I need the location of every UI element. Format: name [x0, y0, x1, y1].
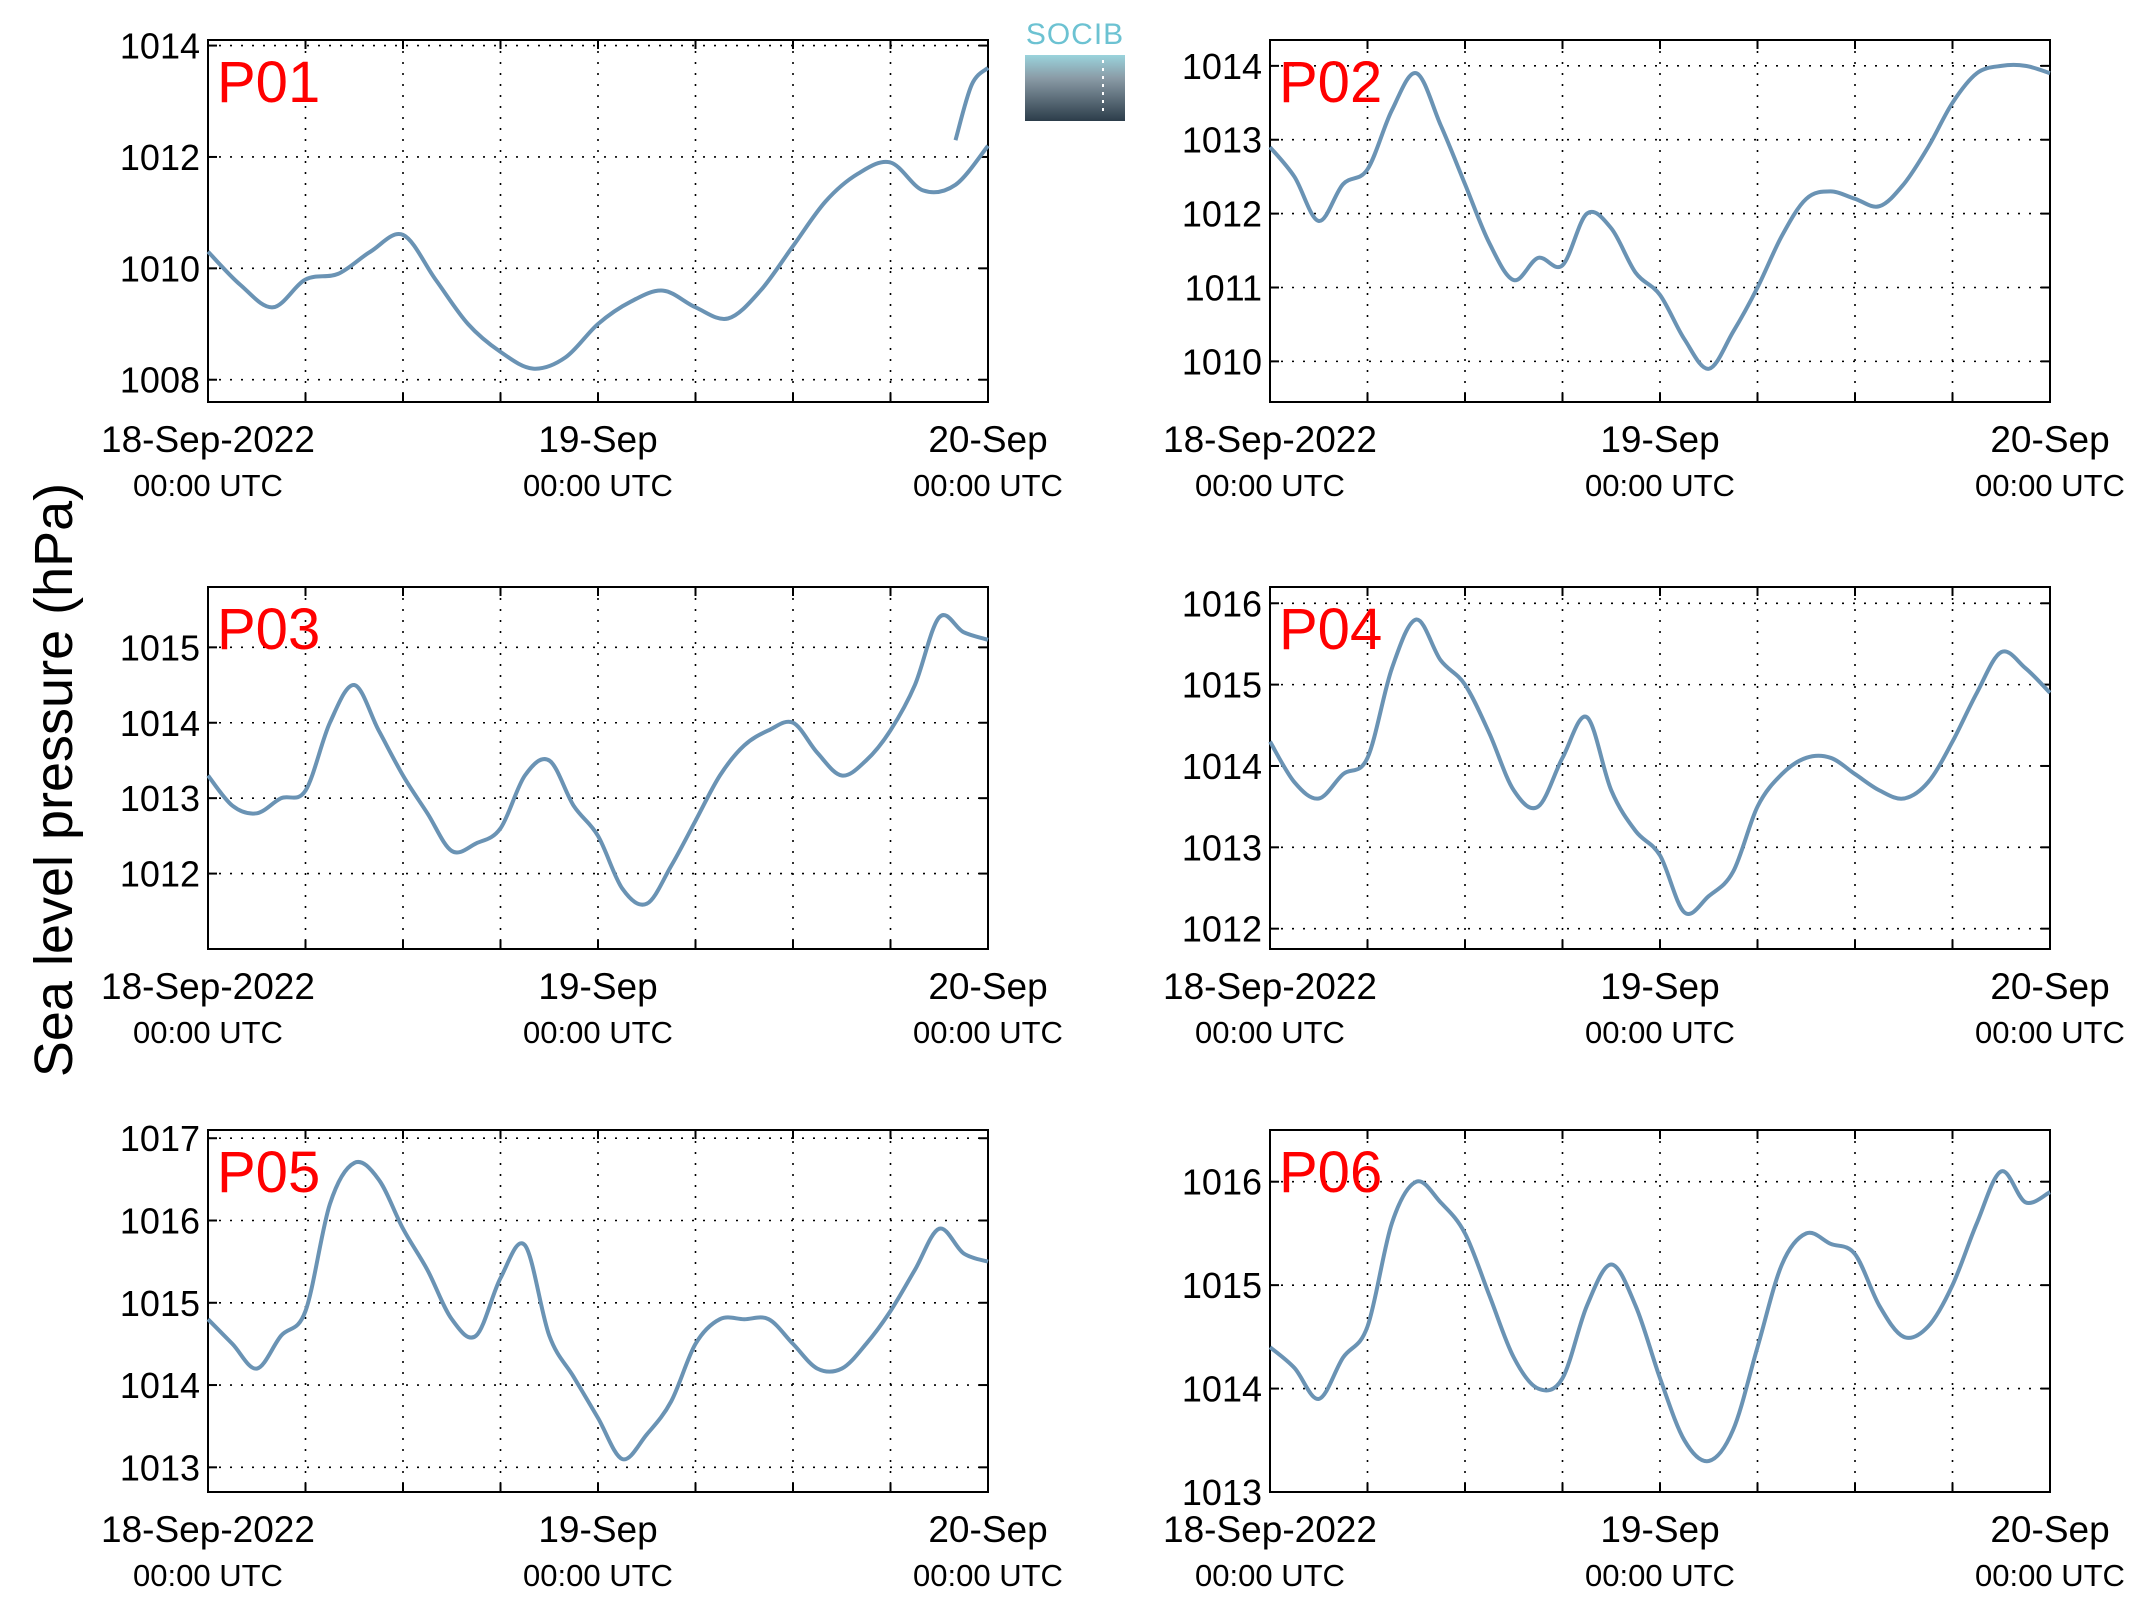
panel-label: P04 — [1279, 597, 1382, 662]
x-tick-label: 18-Sep-2022 — [1163, 966, 1377, 1007]
x-tick-label: 20-Sep — [1990, 966, 2109, 1007]
series-line — [953, 66, 990, 141]
panel-label: P03 — [217, 597, 320, 662]
panel-label: P02 — [1279, 50, 1382, 115]
y-tick-label: 1008 — [120, 360, 200, 401]
panel-p02: 1010 1011 1012 1013 1014 18-Sep-2022 00:00 UTC… — [1163, 39, 2125, 503]
x-tick-label: 18-Sep-2022 — [101, 966, 315, 1007]
x-tick-label: 20-Sep — [928, 1509, 1047, 1550]
x-tick-sublabel: 00:00 UTC — [1195, 1015, 1345, 1050]
series-line — [206, 144, 990, 371]
y-tick-label: 1012 — [120, 854, 200, 895]
y-tick-label: 1014 — [120, 703, 200, 744]
y-tick-label: 1015 — [120, 627, 200, 668]
y-tick-label: 1016 — [1182, 583, 1262, 624]
axes-box — [207, 586, 989, 950]
x-tick-label: 19-Sep — [538, 419, 657, 460]
x-tick-sublabel: 00:00 UTC — [1975, 1015, 2125, 1050]
y-tick-label: 1016 — [120, 1201, 200, 1242]
x-tick-label: 19-Sep — [1600, 966, 1719, 1007]
series-line — [1268, 62, 2051, 371]
y-tick-label: 1014 — [120, 1365, 200, 1406]
logo-box — [1025, 55, 1125, 121]
y-tick-label: 1012 — [1182, 909, 1262, 950]
x-tick-sublabel: 00:00 UTC — [1585, 468, 1735, 503]
y-tick-label: 1012 — [1182, 194, 1262, 235]
x-tick-label: 18-Sep-2022 — [1163, 419, 1377, 460]
panel-p06: 1013 1014 1015 1016 18-Sep-2022 00:00 UTC 19-S… — [1163, 1129, 2125, 1593]
y-tick-label: 1014 — [1182, 746, 1262, 787]
panel-p04: 1012 1013 1014 1015 1016 18-Sep-2022 00:00 UTC… — [1163, 583, 2125, 1050]
y-tick-label: 1017 — [120, 1118, 200, 1159]
logo-text: SOCIB — [1026, 18, 1124, 51]
x-tick-sublabel: 00:00 UTC — [133, 1558, 283, 1593]
axes-box — [207, 39, 989, 403]
socib-logo: SOCIB — [1025, 18, 1125, 121]
x-tick-label: 18-Sep-2022 — [101, 419, 315, 460]
x-tick-sublabel: 00:00 UTC — [523, 468, 673, 503]
x-tick-sublabel: 00:00 UTC — [913, 468, 1063, 503]
x-tick-sublabel: 00:00 UTC — [133, 468, 283, 503]
y-tick-label: 1013 — [1182, 827, 1262, 868]
y-tick-label: 1013 — [120, 1447, 200, 1488]
y-tick-label: 1015 — [1182, 1265, 1262, 1306]
x-tick-label: 20-Sep — [928, 966, 1047, 1007]
x-tick-label: 20-Sep — [1990, 419, 2109, 460]
series-line — [1268, 617, 2052, 916]
y-tick-label: 1014 — [1182, 46, 1262, 87]
x-tick-sublabel: 00:00 UTC — [1975, 1558, 2125, 1593]
y-tick-label: 1014 — [120, 26, 200, 67]
y-tick-label: 1013 — [1182, 1472, 1262, 1513]
x-tick-sublabel: 00:00 UTC — [1195, 468, 1345, 503]
x-tick-label: 20-Sep — [928, 419, 1047, 460]
y-tick-label: 1014 — [1182, 1369, 1262, 1410]
panels: 1008 1010 1012 1014 18-Sep-2022 00:00 UTC 19-S… — [101, 26, 2125, 1593]
panel-label: P05 — [217, 1140, 320, 1205]
x-tick-label: 18-Sep-2022 — [1163, 1509, 1377, 1550]
axes-box — [1269, 1129, 2051, 1493]
axes-box — [1269, 586, 2051, 950]
x-tick-label: 19-Sep — [1600, 1509, 1719, 1550]
y-axis-label: Sea level pressure (hPa) — [24, 483, 84, 1077]
panel-p01: 1008 1010 1012 1014 18-Sep-2022 00:00 UTC 19-S… — [101, 26, 1063, 503]
series-line — [1268, 1169, 2051, 1464]
y-tick-label: 1010 — [1182, 341, 1262, 382]
y-tick-label: 1011 — [1185, 267, 1262, 308]
panel-p05: 1013 1014 1015 1016 1017 18-Sep-2022 00:00 UTC… — [101, 1118, 1063, 1593]
panel-label: P01 — [217, 50, 320, 115]
y-tick-label: 1016 — [1182, 1162, 1262, 1203]
x-tick-sublabel: 00:00 UTC — [523, 1015, 673, 1050]
x-tick-label: 18-Sep-2022 — [101, 1509, 315, 1550]
x-tick-sublabel: 00:00 UTC — [1585, 1015, 1735, 1050]
x-tick-sublabel: 00:00 UTC — [1585, 1558, 1735, 1593]
x-tick-sublabel: 00:00 UTC — [913, 1015, 1063, 1050]
x-tick-sublabel: 00:00 UTC — [913, 1558, 1063, 1593]
series-line — [206, 1159, 989, 1462]
y-tick-label: 1013 — [120, 778, 200, 819]
axes-box — [1269, 39, 2051, 403]
y-tick-label: 1012 — [120, 137, 200, 178]
axes-box — [207, 1129, 989, 1493]
x-tick-label: 20-Sep — [1990, 1509, 2109, 1550]
series-line — [206, 613, 989, 907]
y-tick-label: 1015 — [120, 1283, 200, 1324]
x-tick-sublabel: 00:00 UTC — [1195, 1558, 1345, 1593]
x-tick-label: 19-Sep — [1600, 419, 1719, 460]
y-tick-label: 1010 — [120, 248, 200, 289]
panel-label: P06 — [1279, 1140, 1382, 1205]
y-tick-label: 1013 — [1182, 120, 1262, 161]
x-tick-label: 19-Sep — [538, 1509, 657, 1550]
x-tick-sublabel: 00:00 UTC — [523, 1558, 673, 1593]
x-tick-sublabel: 00:00 UTC — [133, 1015, 283, 1050]
x-tick-sublabel: 00:00 UTC — [1975, 468, 2125, 503]
x-tick-label: 19-Sep — [538, 966, 657, 1007]
y-tick-label: 1015 — [1182, 665, 1262, 706]
panel-p03: 1012 1013 1014 1015 18-Sep-2022 00:00 UTC 19-S… — [101, 586, 1063, 1050]
